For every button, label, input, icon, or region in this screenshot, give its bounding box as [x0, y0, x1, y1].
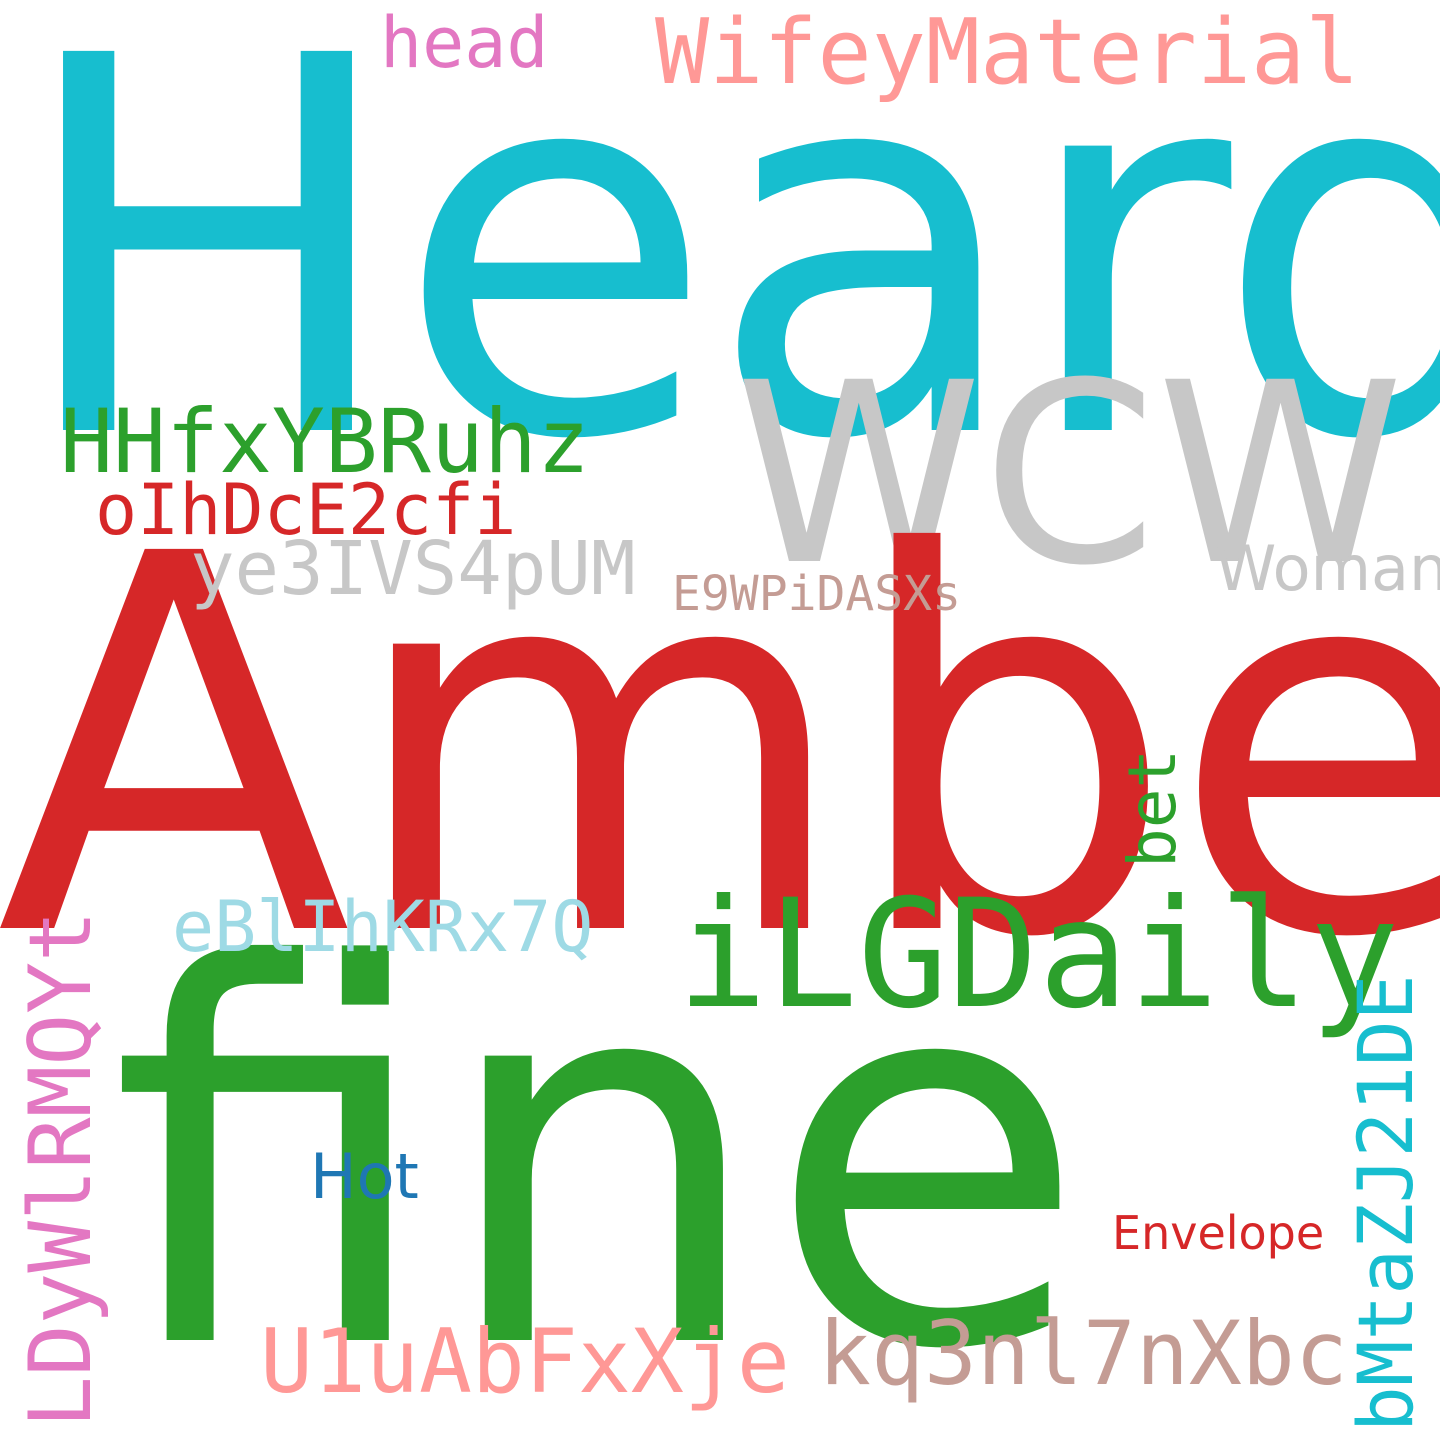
word-ye3ivs4pum: ye3IVS4pUM	[190, 526, 636, 612]
word-ebliihkrx7q: eBlIhKRx7Q	[172, 886, 594, 968]
word-hot: Hot	[310, 1140, 419, 1213]
word-u1uabfxxje: U1uAbFxXje	[260, 1310, 790, 1413]
word-head: head	[380, 2, 549, 84]
word-woman: Woman	[1215, 532, 1440, 605]
word-fine: fine	[110, 857, 1088, 1440]
word-oihdce2cfi: oIhDcE2cfi	[95, 469, 517, 551]
word-ldywlrmqyt: LDyWlRMQYt	[11, 910, 111, 1428]
word-e9wpidasxs: E9WPiDASXs	[672, 566, 961, 622]
word-bet: bet	[1114, 748, 1191, 868]
word-envelope: Envelope	[1112, 1206, 1325, 1260]
word-ilgdaily: iLGDaily	[677, 868, 1400, 1042]
word-wifeymaterial: WifeyMaterial	[655, 0, 1360, 105]
word-bmtazj21de: bMtaZJ21DE	[1341, 974, 1430, 1432]
word-wcw: WCW	[735, 329, 1404, 620]
word-heard: Heard	[12, 0, 1440, 553]
word-hhfxybruhz: HHfxYBRuhz	[60, 390, 590, 493]
word-kq3nl7nxbc: kq3nl7nXbc	[818, 1302, 1348, 1405]
word-amber: Amber	[0, 445, 1440, 1051]
